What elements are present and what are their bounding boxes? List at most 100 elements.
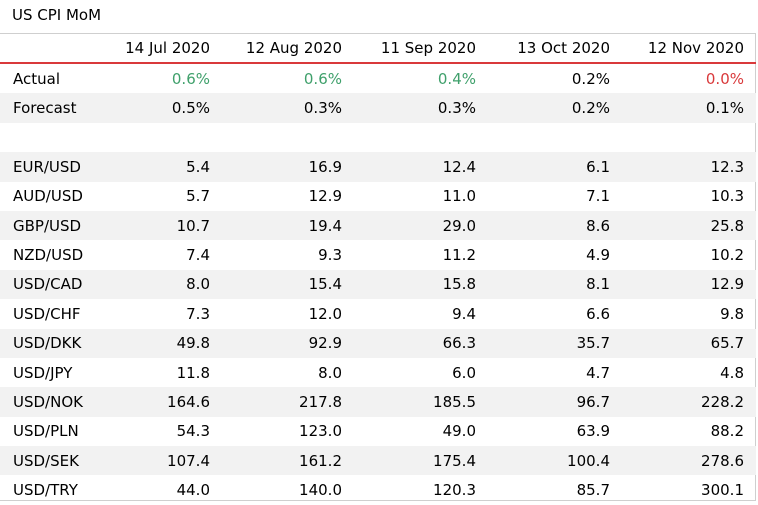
forecast-row: Forecast 0.5% 0.3% 0.3% 0.2% 0.1% <box>0 93 756 123</box>
pair-value: 44.0 <box>176 481 210 500</box>
pair-value: 185.5 <box>354 387 488 417</box>
forecast-value: 0.5% <box>95 93 222 123</box>
pair-value: 54.3 <box>176 422 210 441</box>
table-row: EUR/USD 5.4 16.9 12.4 6.1 12.3 <box>0 152 756 182</box>
pair-value: 19.4 <box>222 210 354 241</box>
actual-row: Actual 0.6% 0.6% 0.4% 0.2% 0.0% <box>0 63 756 93</box>
pair-value: 85.7 <box>576 481 610 500</box>
pair-value: 10.3 <box>710 187 744 206</box>
pair-label: USD/CAD <box>0 269 95 300</box>
pair-value: 66.3 <box>354 328 488 358</box>
pair-value: 164.6 <box>95 387 222 417</box>
pair-value: 11.8 <box>176 363 210 382</box>
pair-value: 35.7 <box>488 328 622 358</box>
pair-value: 92.9 <box>222 328 354 358</box>
pair-value: 9.3 <box>318 246 342 265</box>
pair-value: 12.9 <box>622 269 756 300</box>
pair-label: NZD/USD <box>13 246 84 265</box>
table-row: USD/TRY 44.0 140.0 120.3 85.7 300.1 <box>0 475 756 504</box>
pair-label: USD/DKK <box>0 328 95 358</box>
pair-value: 9.8 <box>720 304 744 323</box>
pair-label: USD/TRY <box>13 481 78 500</box>
pair-label: EUR/USD <box>0 152 95 182</box>
table-frame <box>0 33 756 501</box>
column-header: 13 Oct 2020 <box>488 34 622 64</box>
pair-value: 8.0 <box>95 269 222 300</box>
pair-value: 7.3 <box>186 304 210 323</box>
table-row: NZD/USD 7.4 9.3 11.2 4.9 10.2 <box>0 240 756 269</box>
pair-value: 12.3 <box>622 152 756 182</box>
pair-value: 4.7 <box>586 363 610 382</box>
pair-value: 8.1 <box>488 269 622 300</box>
pair-value: 6.6 <box>586 304 610 323</box>
header-corner <box>0 34 95 64</box>
actual-value: 0.4% <box>437 69 476 88</box>
pair-value: 11.0 <box>442 187 476 206</box>
empty-cell <box>354 123 488 152</box>
pair-value: 4.9 <box>586 246 610 265</box>
pair-value: 88.2 <box>710 422 744 441</box>
forecast-value: 0.3% <box>222 93 354 123</box>
pair-label: AUD/USD <box>13 187 83 206</box>
pair-value: 16.9 <box>222 152 354 182</box>
table-row: USD/DKK 49.8 92.9 66.3 35.7 65.7 <box>0 328 756 358</box>
pair-value: 6.1 <box>488 152 622 182</box>
table-row: USD/NOK 164.6 217.8 185.5 96.7 228.2 <box>0 387 756 417</box>
pair-value: 8.0 <box>318 363 342 382</box>
column-header: 12 Nov 2020 <box>622 34 756 64</box>
pair-value: 161.2 <box>222 446 354 476</box>
empty-cell <box>0 123 95 152</box>
pair-value: 217.8 <box>222 387 354 417</box>
table-row: USD/CHF 7.3 12.0 9.4 6.6 9.8 <box>0 299 756 328</box>
pair-value: 15.8 <box>354 269 488 300</box>
pair-value: 11.2 <box>442 246 476 265</box>
table-row: GBP/USD 10.7 19.4 29.0 8.6 25.8 <box>0 210 756 241</box>
pair-value: 107.4 <box>95 446 222 476</box>
row-label: Actual <box>13 69 60 88</box>
pair-label: USD/SEK <box>0 446 95 476</box>
pair-label: USD/PLN <box>13 422 79 441</box>
pair-value: 15.4 <box>222 269 354 300</box>
empty-cell <box>222 123 354 152</box>
pair-value: 29.0 <box>354 210 488 241</box>
pair-value: 7.1 <box>586 187 610 206</box>
page-title: US CPI MoM <box>12 6 102 24</box>
pair-value: 10.2 <box>710 246 744 265</box>
table-row: USD/PLN 54.3 123.0 49.0 63.9 88.2 <box>0 417 756 446</box>
pair-value: 175.4 <box>354 446 488 476</box>
spacer-row <box>0 123 756 152</box>
empty-cell <box>622 123 756 152</box>
pair-value: 4.8 <box>720 363 744 382</box>
actual-value: 0.0% <box>705 69 744 88</box>
pair-value: 49.8 <box>95 328 222 358</box>
header-row: 14 Jul 2020 12 Aug 2020 11 Sep 2020 13 O… <box>0 34 756 64</box>
pair-value: 10.7 <box>95 210 222 241</box>
column-header: 14 Jul 2020 <box>95 34 222 64</box>
pair-value: 9.4 <box>452 304 476 323</box>
row-label: Forecast <box>0 93 95 123</box>
actual-value: 0.2% <box>571 69 610 88</box>
pair-value: 123.0 <box>299 422 342 441</box>
pair-value: 5.7 <box>186 187 210 206</box>
pair-value: 300.1 <box>701 481 744 500</box>
actual-value: 0.6% <box>171 69 210 88</box>
pair-value: 12.9 <box>308 187 342 206</box>
column-header: 12 Aug 2020 <box>222 34 354 64</box>
table-row: USD/SEK 107.4 161.2 175.4 100.4 278.6 <box>0 446 756 476</box>
pair-value: 63.9 <box>576 422 610 441</box>
table-row: USD/CAD 8.0 15.4 15.8 8.1 12.9 <box>0 269 756 300</box>
pair-value: 25.8 <box>622 210 756 241</box>
actual-value: 0.6% <box>303 69 342 88</box>
empty-cell <box>95 123 222 152</box>
forecast-value: 0.2% <box>488 93 622 123</box>
pair-label: USD/CHF <box>13 304 81 323</box>
cpi-table: 14 Jul 2020 12 Aug 2020 11 Sep 2020 13 O… <box>0 34 756 505</box>
pair-value: 96.7 <box>488 387 622 417</box>
pair-label: GBP/USD <box>0 210 95 241</box>
empty-cell <box>488 123 622 152</box>
table-row: AUD/USD 5.7 12.9 11.0 7.1 10.3 <box>0 182 756 211</box>
pair-value: 65.7 <box>622 328 756 358</box>
pair-label: USD/JPY <box>13 363 73 382</box>
pair-value: 228.2 <box>622 387 756 417</box>
pair-value: 120.3 <box>433 481 476 500</box>
